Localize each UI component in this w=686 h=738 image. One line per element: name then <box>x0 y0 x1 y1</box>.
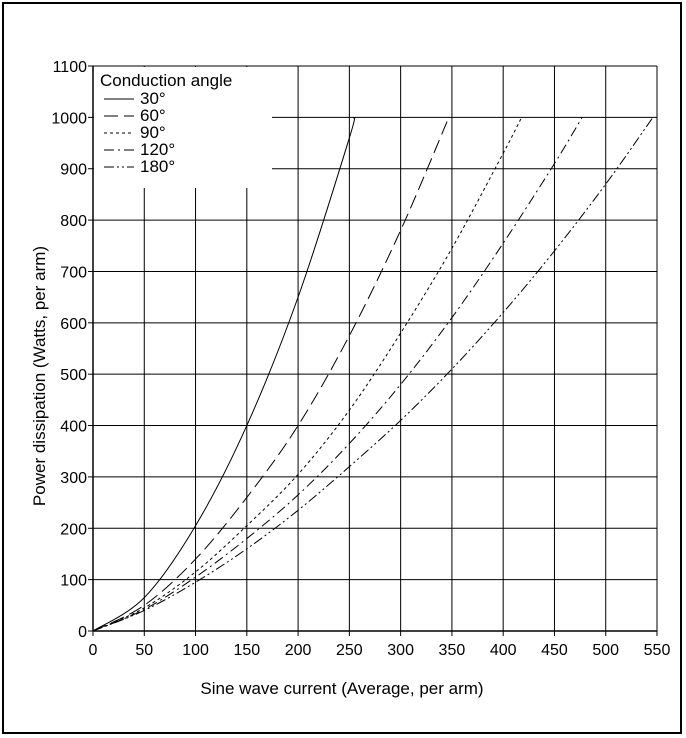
x-tick-label: 200 <box>285 642 312 659</box>
x-tick-label: 50 <box>135 642 153 659</box>
y-tick-label: 100 <box>60 573 87 590</box>
y-axis-label: Power dissipation (Watts, per arm) <box>30 246 49 506</box>
y-tick-label: 700 <box>60 264 87 281</box>
x-tick-label: 500 <box>592 642 619 659</box>
series-line-3 <box>92 117 523 632</box>
series-line-5 <box>92 117 654 632</box>
x-tick-label: 450 <box>541 642 568 659</box>
y-tick-labels: 0 100 200 300 400 500 600 700 800 900 1000 1100 <box>51 59 87 641</box>
x-tick-label: 400 <box>490 642 517 659</box>
x-axis-label: Sine wave current (Average, per arm) <box>200 679 483 698</box>
x-tick-label: 0 <box>89 642 98 659</box>
x-tick-label: 350 <box>439 642 466 659</box>
x-tick-label: 100 <box>182 642 209 659</box>
y-tick-label: 900 <box>60 162 87 179</box>
y-tick-label: 300 <box>60 470 87 487</box>
legend-label-2: 60° <box>140 106 166 125</box>
y-tick-label: 1000 <box>51 110 87 127</box>
legend-background <box>94 67 272 188</box>
series-line-2 <box>92 117 450 632</box>
x-tick-label: 150 <box>233 642 260 659</box>
legend: Conduction angle 30°60°90°120°180° <box>94 67 272 188</box>
series-line-4 <box>92 117 583 632</box>
y-tick-label: 1100 <box>53 59 88 76</box>
power-dissipation-chart: 0 50 100 150 200 250 300 350 400 450 500 550 0 100 20… <box>30 59 671 698</box>
series-line-1 <box>92 116 356 632</box>
y-tick-label: 600 <box>60 316 87 333</box>
legend-title: Conduction angle <box>100 71 232 90</box>
legend-label-4: 120° <box>140 140 175 159</box>
legend-label-3: 90° <box>140 123 166 142</box>
axes <box>88 65 658 636</box>
y-tick-label: 400 <box>60 419 87 436</box>
x-tick-labels: 0 50 100 150 200 250 300 350 400 450 500 550 <box>89 642 671 659</box>
y-tick-label: 0 <box>78 624 87 641</box>
y-tick-label: 800 <box>60 213 87 230</box>
x-tick-label: 300 <box>387 642 414 659</box>
legend-items: 30°60°90°120°180° <box>104 89 175 176</box>
legend-label-1: 30° <box>140 89 166 108</box>
data-series <box>92 116 654 632</box>
y-tick-label: 200 <box>60 521 87 538</box>
x-tick-label: 250 <box>336 642 363 659</box>
y-tick-label: 500 <box>60 367 87 384</box>
x-tick-label: 550 <box>644 642 671 659</box>
legend-label-5: 180° <box>140 157 175 176</box>
